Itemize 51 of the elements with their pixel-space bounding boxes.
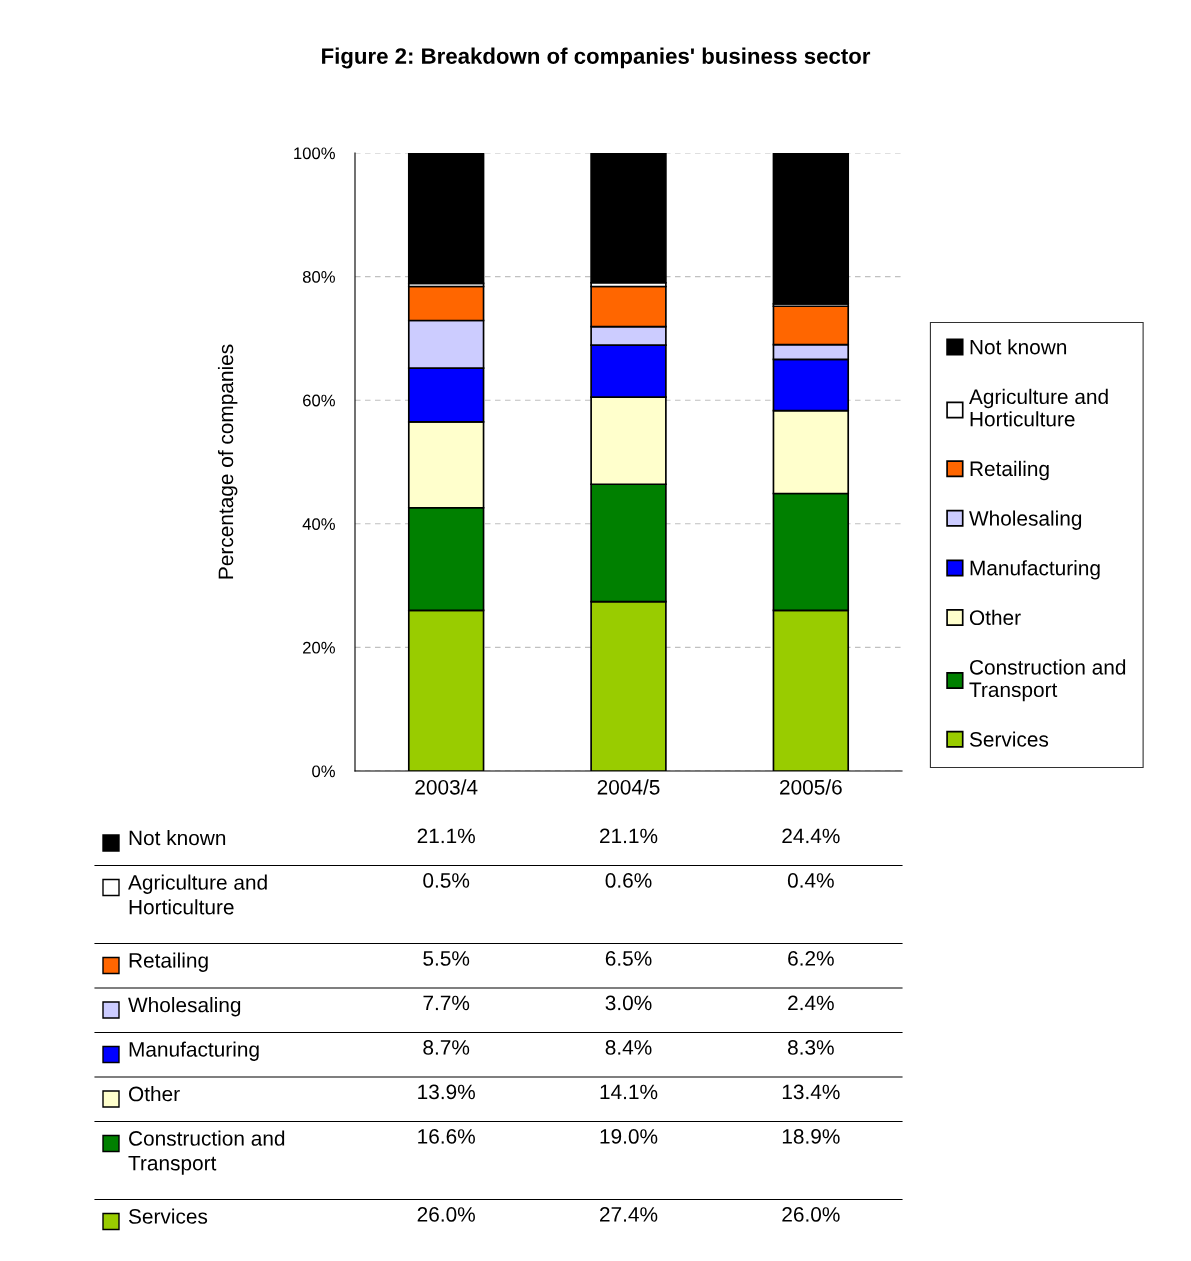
data-label: 0.6% bbox=[605, 873, 652, 888]
y-tick-label: 80% bbox=[302, 271, 335, 283]
y-axis-title: Percentage of companies bbox=[217, 344, 238, 579]
data-label: 8.3% bbox=[788, 1040, 834, 1055]
chart-title: Figure 2: Breakdown of companies' business sector bbox=[322, 47, 871, 69]
data-label: 16.6% bbox=[418, 1129, 475, 1144]
data-label: 21.1% bbox=[600, 828, 658, 844]
x-tick-label: 2005/6 bbox=[780, 779, 842, 795]
legend-label: Services bbox=[969, 731, 1049, 747]
legend-label: Manufacturing bbox=[970, 560, 1100, 580]
legend-label: Other bbox=[969, 609, 1021, 626]
data-label: 6.2% bbox=[788, 951, 834, 966]
text: Agriculture and Horticulture bbox=[128, 874, 267, 915]
data-label: 3.0% bbox=[605, 995, 652, 1011]
y-tick-label: 0% bbox=[312, 765, 335, 778]
text: Other bbox=[128, 1086, 180, 1102]
data-label: 21.1% bbox=[417, 828, 475, 844]
text: Not known bbox=[129, 830, 226, 846]
x-tick-label: 2003/4 bbox=[415, 779, 478, 795]
text: Wholesaling bbox=[128, 997, 241, 1017]
data-label: 14.1% bbox=[600, 1084, 658, 1100]
data-label: 8.7% bbox=[423, 1040, 470, 1055]
data-label: 18.9% bbox=[782, 1129, 840, 1144]
data-label: 19.0% bbox=[600, 1129, 658, 1144]
y-tick-label: 100% bbox=[294, 147, 335, 160]
data-label: 6.5% bbox=[605, 951, 652, 966]
text: Services bbox=[128, 1208, 208, 1224]
data-label: 26.0% bbox=[417, 1207, 475, 1222]
data-label: 0.5% bbox=[423, 873, 470, 888]
y-tick-label: 40% bbox=[302, 518, 335, 530]
x-tick-label: 2004/5 bbox=[597, 779, 660, 795]
data-label: 8.4% bbox=[605, 1040, 652, 1055]
data-label: 7.7% bbox=[423, 995, 470, 1011]
data-label: 5.5% bbox=[423, 951, 470, 966]
text: Retailing bbox=[129, 952, 208, 972]
text: Construction and Transport bbox=[128, 1130, 285, 1175]
data-label: 24.4% bbox=[782, 828, 840, 844]
data-label: 26.0% bbox=[782, 1207, 840, 1222]
data-label: 13.9% bbox=[418, 1084, 475, 1100]
data-label: 27.4% bbox=[600, 1207, 658, 1222]
y-tick-label: 60% bbox=[303, 394, 335, 407]
legend-label: Wholesaling bbox=[969, 510, 1082, 530]
data-label: 13.4% bbox=[782, 1084, 840, 1100]
data-label: 2.4% bbox=[788, 995, 834, 1011]
text: Manufacturing bbox=[129, 1041, 259, 1061]
legend-label: Not known bbox=[970, 339, 1067, 355]
y-tick-label: 20% bbox=[303, 641, 335, 654]
legend-label: Construction and Transport bbox=[969, 659, 1126, 702]
data-label: 0.4% bbox=[787, 873, 834, 888]
legend-label: Retailing bbox=[970, 460, 1049, 481]
legend-label: Agriculture and Horticulture bbox=[969, 388, 1108, 427]
